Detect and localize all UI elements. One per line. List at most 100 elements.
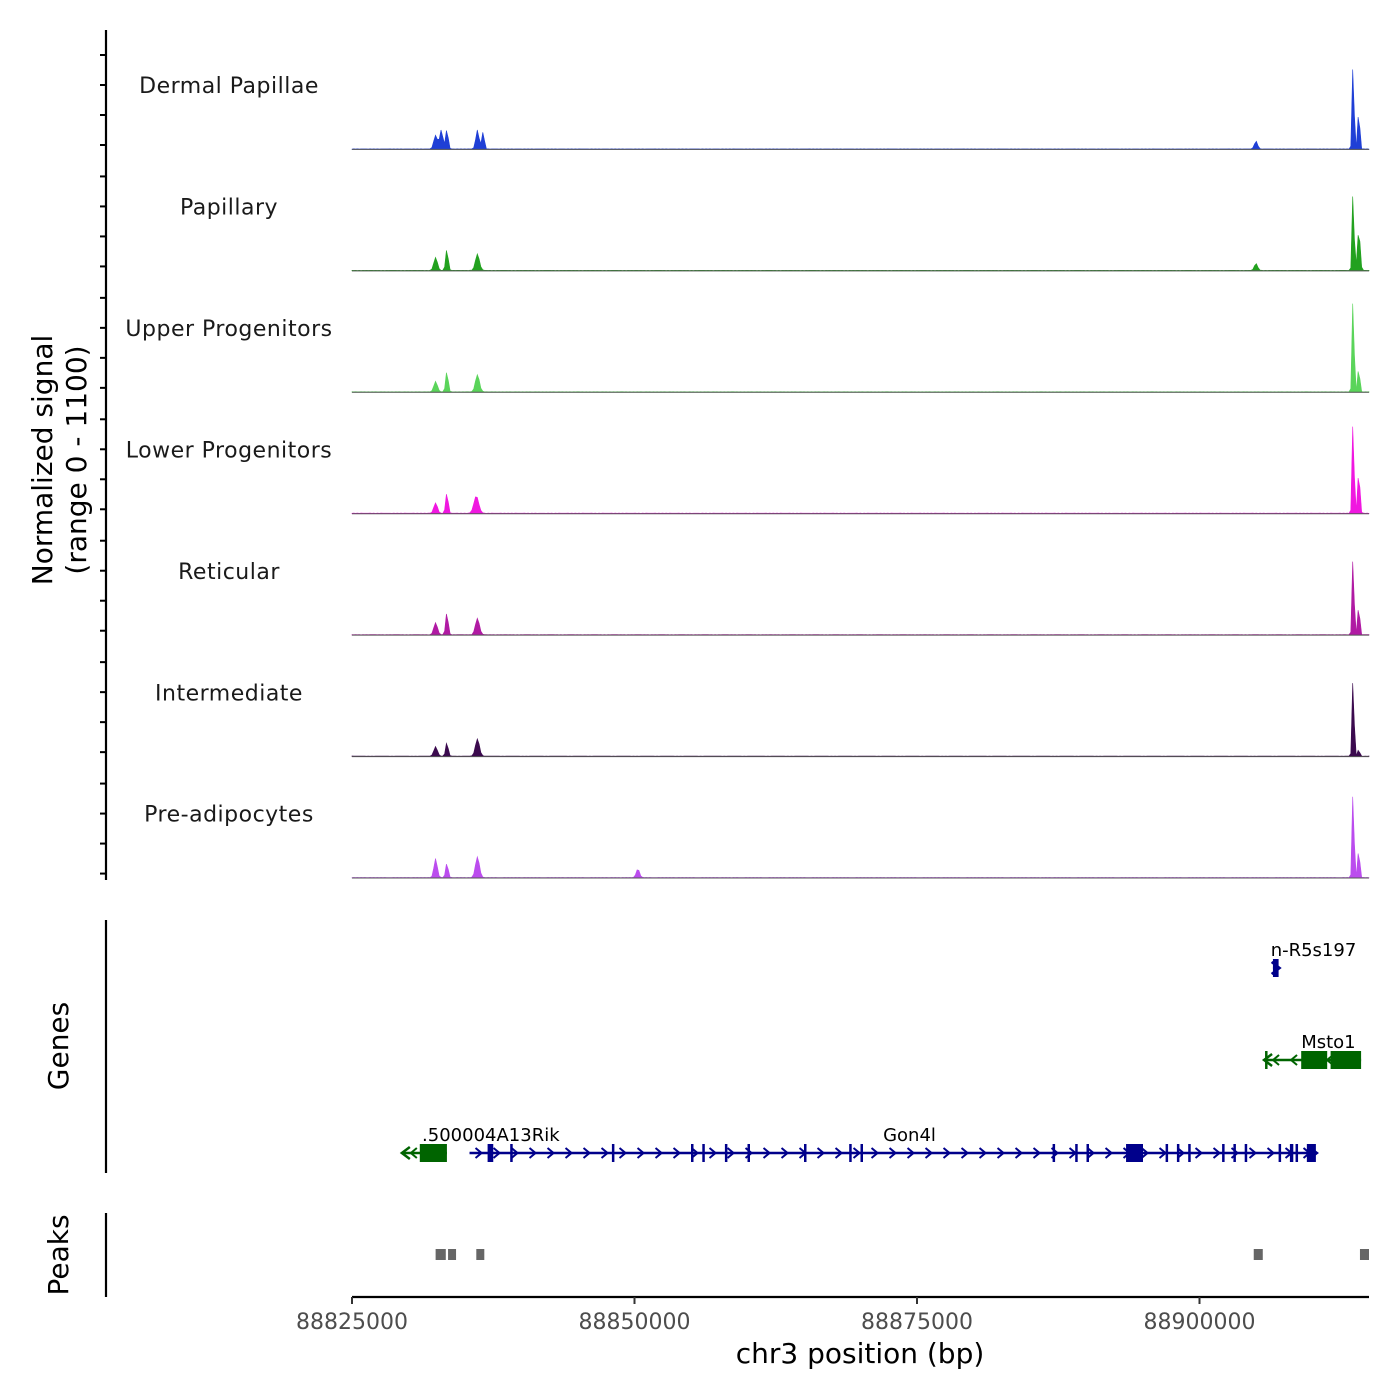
genes-panel-label: Genes	[42, 1002, 75, 1090]
gene-strand-chevron	[870, 1147, 880, 1159]
gene-exon	[1075, 1144, 1078, 1162]
x-axis-title: chr3 position (bp)	[736, 1337, 985, 1370]
gene-exon	[747, 1144, 750, 1162]
gene-strand-chevron	[474, 1147, 484, 1159]
gene-model: n-R5s197	[1271, 940, 1357, 977]
gene-strand-chevron	[546, 1147, 556, 1159]
coverage-track: Lower Progenitors	[126, 426, 1370, 515]
x-axis: 88825000 88850000 88875000 88900000	[296, 1297, 1255, 1335]
gene-exon	[1289, 1144, 1294, 1162]
coverage-track: Reticular	[178, 560, 1370, 636]
peak-region	[1359, 1249, 1369, 1260]
gene-strand-chevron	[996, 1147, 1006, 1159]
coverage-area	[351, 796, 1370, 879]
gene-exon	[1301, 1051, 1328, 1069]
peak-region	[448, 1249, 457, 1260]
gene-exon	[1165, 1144, 1169, 1162]
gene-strand-chevron	[726, 1147, 736, 1159]
coverage-track: Upper Progenitors	[125, 303, 1370, 393]
gene-exon	[1052, 1144, 1056, 1162]
gene-strand-chevron	[1289, 1054, 1298, 1066]
gene-strand-chevron	[978, 1147, 988, 1159]
gene-strand-chevron	[1194, 1147, 1204, 1159]
gene-model: Gon4l	[469, 1125, 1319, 1162]
gene-exon	[1272, 959, 1279, 977]
gene-label: Gon4l	[883, 1125, 936, 1146]
gene-exon	[702, 1144, 705, 1162]
gene-strand-chevron	[690, 1147, 700, 1159]
gene-exon	[1188, 1144, 1191, 1162]
coverage-tracks: Dermal Papillae Papillary Upper Progenitor…	[125, 69, 1370, 879]
coverage-area	[351, 303, 1370, 393]
gene-exon	[1278, 1144, 1282, 1162]
gene-strand-chevron	[1140, 1147, 1150, 1159]
coverage-y-axis	[100, 30, 108, 880]
gene-strand-chevron	[852, 1147, 862, 1159]
gene-strand-chevron	[600, 1147, 610, 1159]
peak-region	[435, 1249, 446, 1260]
gene-exon	[1222, 1144, 1225, 1162]
coverage-area	[351, 561, 1370, 636]
gene-strand-chevron	[492, 1147, 502, 1159]
gene-strand-chevron	[510, 1147, 520, 1159]
gene-exon	[691, 1144, 694, 1162]
gene-exon	[860, 1144, 863, 1162]
coverage-ylabel-line1: Normalized signal	[26, 335, 59, 586]
gene-strand-chevron	[924, 1147, 934, 1159]
track-label: Reticular	[178, 560, 280, 585]
gene-strand-chevron	[816, 1147, 826, 1159]
gene-exon	[1330, 1051, 1362, 1069]
gene-exon	[849, 1144, 852, 1162]
coverage-area	[351, 69, 1370, 150]
x-tick-label: 88900000	[1144, 1310, 1256, 1335]
gene-strand-chevron	[906, 1147, 916, 1159]
track-label: Pre-adipocytes	[144, 803, 314, 828]
x-tick-label: 88875000	[861, 1310, 973, 1335]
track-label: Papillary	[180, 196, 278, 221]
coverage-track: Papillary	[180, 196, 1370, 272]
gene-label: n-R5s197	[1271, 940, 1357, 961]
track-label: Dermal Papillae	[139, 74, 319, 99]
gene-label: Msto1	[1301, 1032, 1355, 1053]
peak-region	[1253, 1249, 1263, 1260]
gene-annotations: n-R5s197 Msto1 .500004A13Rik Gon4l	[399, 940, 1362, 1162]
coverage-area	[351, 196, 1370, 272]
coverage-ylabel-line2: (range 0 - 1100)	[60, 345, 93, 574]
track-label: Lower Progenitors	[126, 438, 332, 463]
gene-exon	[1295, 1144, 1299, 1162]
gene-strand-chevron	[1032, 1147, 1042, 1159]
gene-strand-chevron	[1176, 1147, 1186, 1159]
gene-exon	[611, 1144, 615, 1162]
gene-exon	[1176, 1144, 1180, 1162]
gene-strand-chevron	[1104, 1147, 1114, 1159]
gene-exon	[510, 1144, 513, 1162]
gene-end-arrow	[1261, 1053, 1273, 1067]
gene-strand-chevron	[762, 1147, 772, 1159]
gene-strand-chevron	[942, 1147, 952, 1159]
gene-strand-chevron	[1266, 1147, 1276, 1159]
gene-strand-chevron	[780, 1147, 790, 1159]
gene-strand-chevron	[582, 1147, 592, 1159]
gene-strand-chevron	[528, 1147, 538, 1159]
coverage-area	[351, 426, 1370, 515]
gene-model: .500004A13Rik	[399, 1125, 560, 1162]
gene-strand-chevron	[1212, 1147, 1222, 1159]
gene-exon	[1086, 1144, 1089, 1162]
gene-label: .500004A13Rik	[422, 1125, 560, 1146]
gene-exon	[1233, 1144, 1236, 1162]
gene-exon	[1306, 1144, 1316, 1162]
gene-strand-chevron	[672, 1147, 682, 1159]
gene-strand-chevron	[1014, 1147, 1024, 1159]
gene-strand-chevron	[654, 1147, 664, 1159]
gene-strand-chevron	[1248, 1147, 1258, 1159]
gene-strand-chevron	[1158, 1147, 1168, 1159]
gene-strand-chevron	[1271, 1054, 1280, 1066]
coverage-track: Pre-adipocytes	[144, 796, 1370, 879]
coverage-track: Intermediate	[155, 681, 1370, 758]
gene-strand-chevron	[960, 1147, 970, 1159]
gene-exon	[804, 1144, 807, 1162]
gene-strand-chevron	[1086, 1147, 1096, 1159]
gene-strand-chevron	[708, 1147, 718, 1159]
gene-end-arrow	[399, 1146, 411, 1160]
